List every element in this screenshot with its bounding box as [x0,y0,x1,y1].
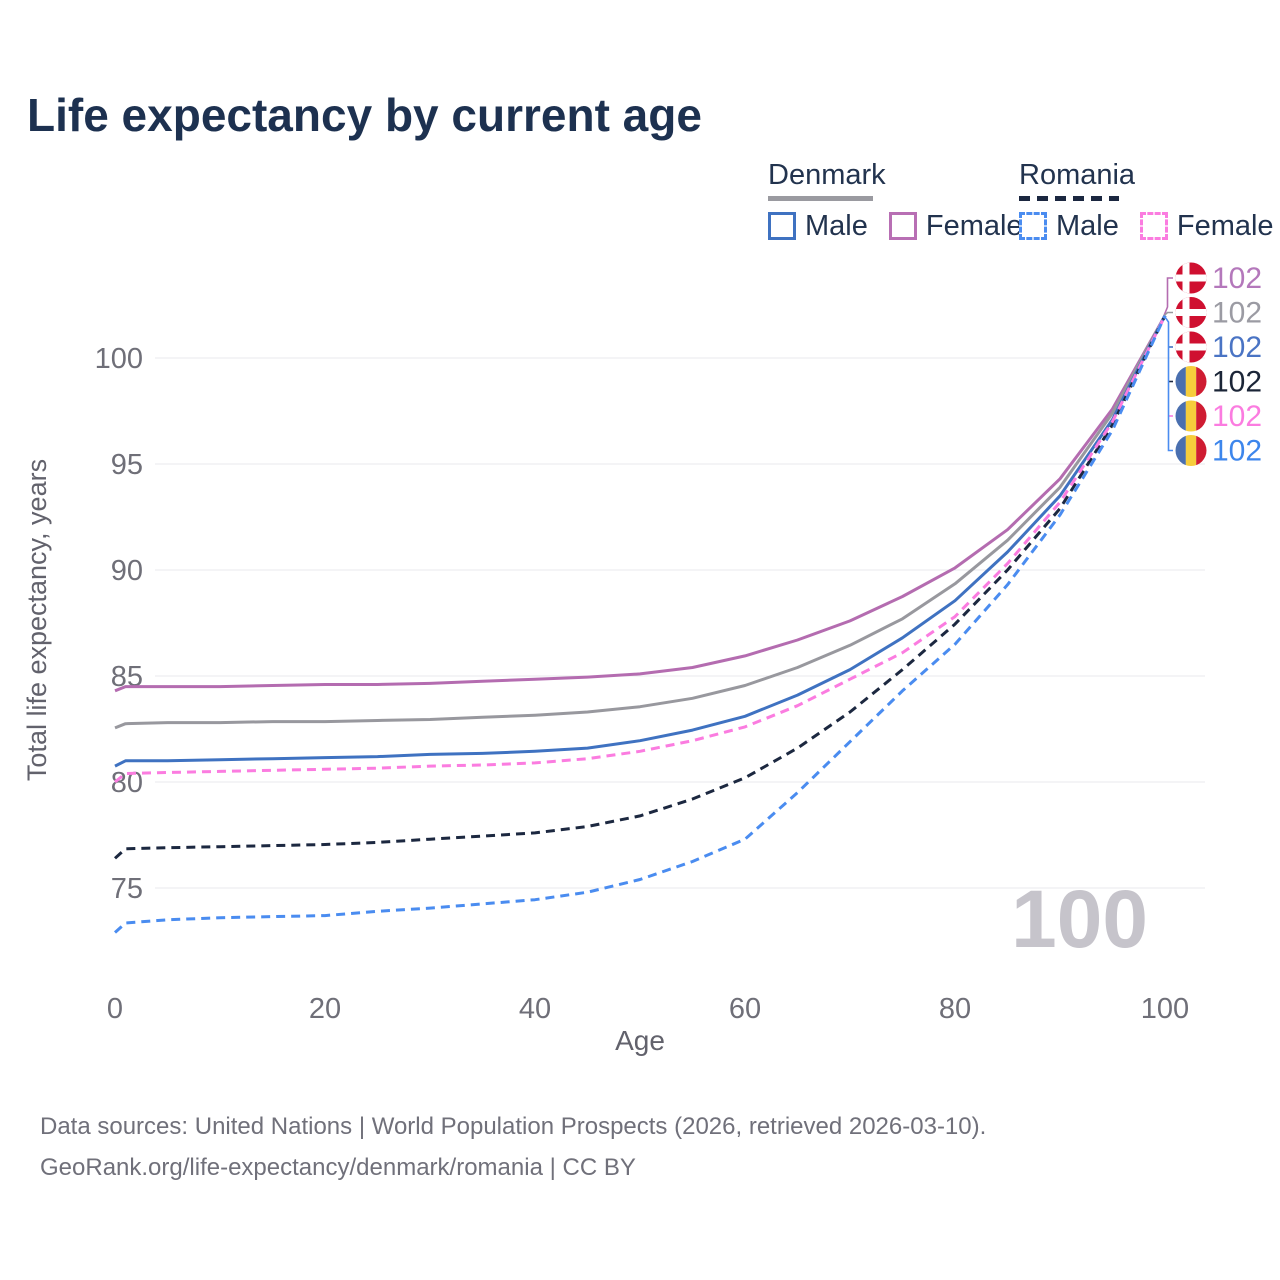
series-line-romania-female[interactable] [114,314,1167,784]
legend-item-denmark-male[interactable]: Male [768,211,868,241]
footer-attribution: GeoRank.org/life-expectancy/denmark/roma… [40,1154,636,1181]
romania-flag-icon [1175,400,1207,432]
legend-item-label: Male [805,210,868,242]
romania-flag-icon [1175,435,1207,466]
y-axis-title: Total life expectancy, years [22,459,52,781]
denmark-flag-icon [1175,331,1207,363]
legend-swatch-icon [1139,212,1168,240]
end-value-label-denmark: 102 [1212,297,1262,330]
legend-group-romania: Romania Male Female [1019,160,1274,241]
legend-items: Male Female [768,211,1023,241]
x-tick-100: 100 [1141,993,1189,1025]
x-tick-60: 60 [729,993,761,1025]
y-tick-75: 75 [111,873,143,905]
age-watermark: 100 [1011,874,1148,965]
legend-group-denmark: Denmark Male Female [768,160,1023,241]
legend-dashed-rule [1019,196,1119,201]
legend-swatch-icon [888,212,917,240]
legend-item-denmark-female[interactable]: Female [888,210,1023,242]
footer-data-sources: Data sources: United Nations | World Pop… [40,1113,987,1140]
legend-solid-rule [768,196,873,201]
end-value-label-romania-female: 102 [1212,400,1262,433]
x-axis-title: Age [615,1025,665,1056]
end-value-label-denmark-female: 102 [1212,262,1262,295]
page-title: Life expectancy by current age [27,89,702,141]
series-line-denmark-male[interactable] [114,314,1167,768]
denmark-flag-icon [1175,262,1207,294]
leader-line-denmark [1163,311,1173,317]
x-tick-80: 80 [939,993,971,1025]
legend-item-romania-female[interactable]: Female [1139,210,1274,242]
x-tick-20: 20 [309,993,341,1025]
legend-item-label: Female [925,210,1023,242]
y-tick-80: 80 [111,767,143,799]
x-tick-40: 40 [519,993,551,1025]
legend-item-label: Female [1176,210,1274,242]
footer: Data sources: United Nations | World Pop… [40,1106,986,1188]
series-line-romania[interactable] [113,314,1167,860]
end-value-label-denmark-male: 102 [1212,331,1262,364]
leader-line-romania-male [1163,315,1173,452]
denmark-flag-icon [1175,297,1207,328]
legend-swatch-icon [768,212,796,240]
y-tick-90: 90 [111,555,143,587]
legend-item-romania-male[interactable]: Male [1019,211,1119,241]
series-line-denmark-female[interactable] [114,314,1167,693]
end-value-label-romania: 102 [1212,366,1262,399]
end-value-label-romania-male: 102 [1212,435,1262,468]
series-line-romania-male[interactable] [113,314,1167,934]
legend-country-denmark[interactable]: Denmark [768,159,886,191]
x-tick-0: 0 [107,993,123,1025]
series-line-denmark[interactable] [114,314,1167,730]
y-tick-85: 85 [111,661,143,693]
y-tick-95: 95 [111,449,143,481]
legend-country-romania[interactable]: Romania [1019,159,1136,191]
legend-swatch-icon [1019,212,1047,240]
y-tick-100: 100 [95,343,143,375]
legend-items: Male Female [1019,211,1274,241]
legend-item-label: Male [1056,210,1119,242]
leader-line-denmark-female [1163,277,1173,316]
romania-flag-icon [1175,366,1207,397]
